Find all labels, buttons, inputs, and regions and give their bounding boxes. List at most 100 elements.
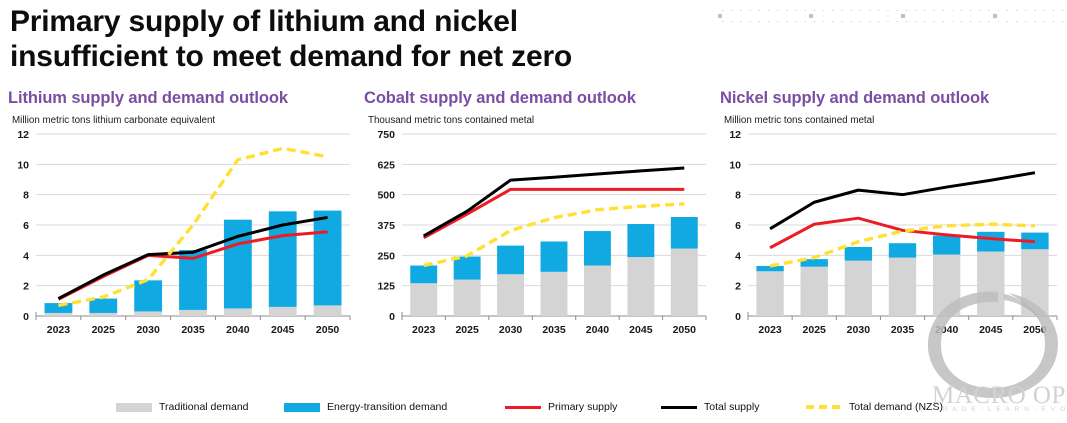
- page-title: Primary supply of lithium and nickel ins…: [10, 4, 750, 75]
- x-tick-label: 2023: [758, 324, 782, 336]
- headline-line-1: Primary supply of lithium and nickel: [10, 5, 518, 38]
- bar-traditional-demand: [800, 266, 828, 317]
- x-tick-label: 2030: [136, 324, 160, 336]
- y-tick-label: 0: [735, 311, 741, 323]
- bar-energy-transition-demand: [89, 298, 118, 314]
- legend-primary-supply-label: Primary supply: [548, 401, 618, 413]
- axis-unit-label-cobalt: Thousand metric tons contained metal: [368, 115, 535, 127]
- legend-total-supply[interactable]: Total supply: [661, 401, 759, 413]
- bar-traditional-demand: [44, 313, 73, 317]
- line-total-demand-nzs: [58, 146, 328, 308]
- y-tick-label: 4: [23, 250, 29, 262]
- y-tick-label: 6: [23, 220, 29, 232]
- line-total-supply: [57, 216, 328, 301]
- legend-traditional-demand-swatch: [116, 402, 152, 412]
- line-primary-supply: [422, 187, 685, 240]
- y-tick-label: 500: [377, 190, 395, 202]
- panel-lithium: Lithium supply and demand outlook Millio…: [6, 88, 356, 393]
- x-tick-label: 2030: [847, 324, 871, 336]
- x-tick-label: 2025: [92, 324, 116, 336]
- line-primary-supply: [769, 216, 1036, 250]
- axis-unit-label-lithium: Million metric tons lithium carbonate eq…: [12, 115, 216, 127]
- bar-energy-transition-demand: [800, 259, 828, 267]
- y-tick-label: 8: [23, 190, 29, 202]
- legend-total-demand-nzs-swatch: [806, 405, 842, 409]
- bar-traditional-demand: [670, 248, 698, 317]
- bar-traditional-demand: [268, 307, 297, 317]
- x-tick-label: 2035: [542, 324, 566, 336]
- panel-title-nickel: Nickel supply and demand outlook: [720, 89, 990, 107]
- y-tick-label: 10: [729, 159, 741, 171]
- legend-total-demand-nzs[interactable]: Total demand (NZS): [806, 401, 943, 413]
- y-tick-label: 8: [735, 190, 741, 202]
- x-tick-label: 2023: [47, 324, 71, 336]
- bar-traditional-demand: [977, 251, 1005, 317]
- bar-energy-transition-demand: [497, 245, 525, 275]
- bar-energy-transition-demand: [44, 303, 73, 314]
- y-tick-label: 250: [377, 250, 395, 262]
- y-tick-label: 12: [729, 129, 741, 141]
- bar-energy-transition-demand: [932, 235, 961, 255]
- panel-cobalt: Cobalt supply and demand outlook Thousan…: [362, 88, 712, 393]
- line-total-demand-nzs: [769, 222, 1035, 268]
- y-tick-label: 6: [735, 220, 741, 232]
- y-tick-label: 10: [17, 159, 29, 171]
- y-tick-label: 375: [377, 220, 395, 232]
- y-tick-label: 750: [377, 129, 395, 141]
- bar-traditional-demand: [756, 271, 784, 317]
- y-tick-label: 12: [17, 129, 29, 141]
- x-tick-label: 2025: [455, 324, 479, 336]
- panel-title-cobalt: Cobalt supply and demand outlook: [364, 89, 636, 107]
- y-tick-label: 0: [23, 311, 29, 323]
- y-tick-label: 125: [377, 281, 395, 293]
- bar-traditional-demand: [497, 274, 525, 317]
- y-tick-label: 625: [377, 159, 395, 171]
- bar-traditional-demand: [540, 271, 568, 317]
- bar-traditional-demand: [583, 265, 611, 317]
- bar-energy-transition-demand: [134, 280, 163, 312]
- legend-energy-transition-demand[interactable]: Energy-transition demand: [284, 401, 447, 413]
- legend-total-demand-nzs-label: Total demand (NZS): [849, 401, 943, 413]
- plot-lithium: 0 2 4 6 8 10 12 2023 2025 2030 2035 2040 2045 2050: [6, 128, 356, 346]
- x-tick-label: 2025: [803, 324, 827, 336]
- bar-traditional-demand: [134, 311, 163, 317]
- line-total-demand-nzs: [423, 202, 685, 268]
- x-tick-label: 2040: [226, 324, 250, 336]
- bar-traditional-demand: [844, 260, 873, 317]
- bar-traditional-demand: [453, 279, 481, 317]
- bar-energy-transition-demand: [179, 250, 207, 311]
- bar-traditional-demand: [313, 305, 342, 317]
- bar-traditional-demand: [627, 257, 655, 317]
- chart-legend: Traditional demand Energy-transition dema…: [0, 396, 1067, 418]
- bar-traditional-demand: [89, 313, 118, 317]
- bar-energy-transition-demand: [977, 231, 1005, 252]
- x-tick-label: 2045: [271, 324, 295, 336]
- bar-traditional-demand: [223, 308, 252, 317]
- line-total-supply: [769, 171, 1036, 231]
- bar-energy-transition-demand: [888, 243, 917, 258]
- legend-traditional-demand[interactable]: Traditional demand: [116, 401, 249, 413]
- bar-energy-transition-demand: [756, 266, 784, 272]
- bar-energy-transition-demand: [410, 265, 438, 284]
- plot-nickel: 0 2 4 6 8 10 12 2023 2025 2030 2035 2040 2045 2050: [718, 128, 1063, 346]
- bar-traditional-demand: [932, 254, 961, 317]
- x-tick-label: 2040: [586, 324, 610, 336]
- axis-unit-label-nickel: Million metric tons contained metal: [724, 115, 875, 127]
- y-tick-label: 4: [735, 250, 741, 262]
- y-tick-label: 2: [735, 281, 741, 293]
- x-tick-label: 2035: [891, 324, 915, 336]
- x-tick-label: 2035: [181, 324, 205, 336]
- legend-total-supply-label: Total supply: [704, 401, 760, 413]
- bar-energy-transition-demand: [453, 256, 481, 280]
- bar-energy-transition-demand: [670, 217, 698, 249]
- bar-traditional-demand: [410, 283, 438, 317]
- y-tick-label: 2: [23, 281, 29, 293]
- y-tick-label: 0: [389, 311, 395, 323]
- bar-traditional-demand: [179, 310, 207, 317]
- bar-energy-transition-demand: [540, 241, 568, 272]
- x-tick-label: 2045: [979, 324, 1003, 336]
- panel-nickel: Nickel supply and demand outlook Million…: [718, 88, 1063, 393]
- plot-cobalt: 0 125 250 375 500 625 750 2023 2025 2030 2035 2040 2…: [362, 128, 712, 346]
- legend-primary-supply[interactable]: Primary supply: [505, 401, 617, 413]
